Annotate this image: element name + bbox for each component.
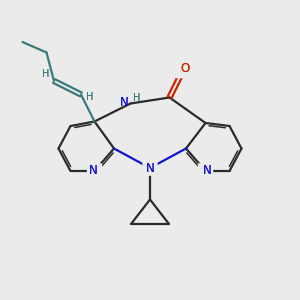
Text: H: H xyxy=(42,69,49,80)
Text: H: H xyxy=(86,92,94,102)
Text: N: N xyxy=(146,161,154,175)
Text: N: N xyxy=(120,95,129,109)
Text: H: H xyxy=(42,69,49,80)
Text: N: N xyxy=(146,161,154,175)
Text: N: N xyxy=(88,164,98,178)
Text: H: H xyxy=(134,93,141,103)
Text: N: N xyxy=(88,164,98,178)
Text: N: N xyxy=(120,95,129,109)
Text: H: H xyxy=(134,93,141,103)
Text: N: N xyxy=(202,164,211,178)
Text: O: O xyxy=(181,62,190,76)
Text: O: O xyxy=(181,62,190,76)
Text: N: N xyxy=(202,164,211,178)
Text: H: H xyxy=(86,92,94,102)
